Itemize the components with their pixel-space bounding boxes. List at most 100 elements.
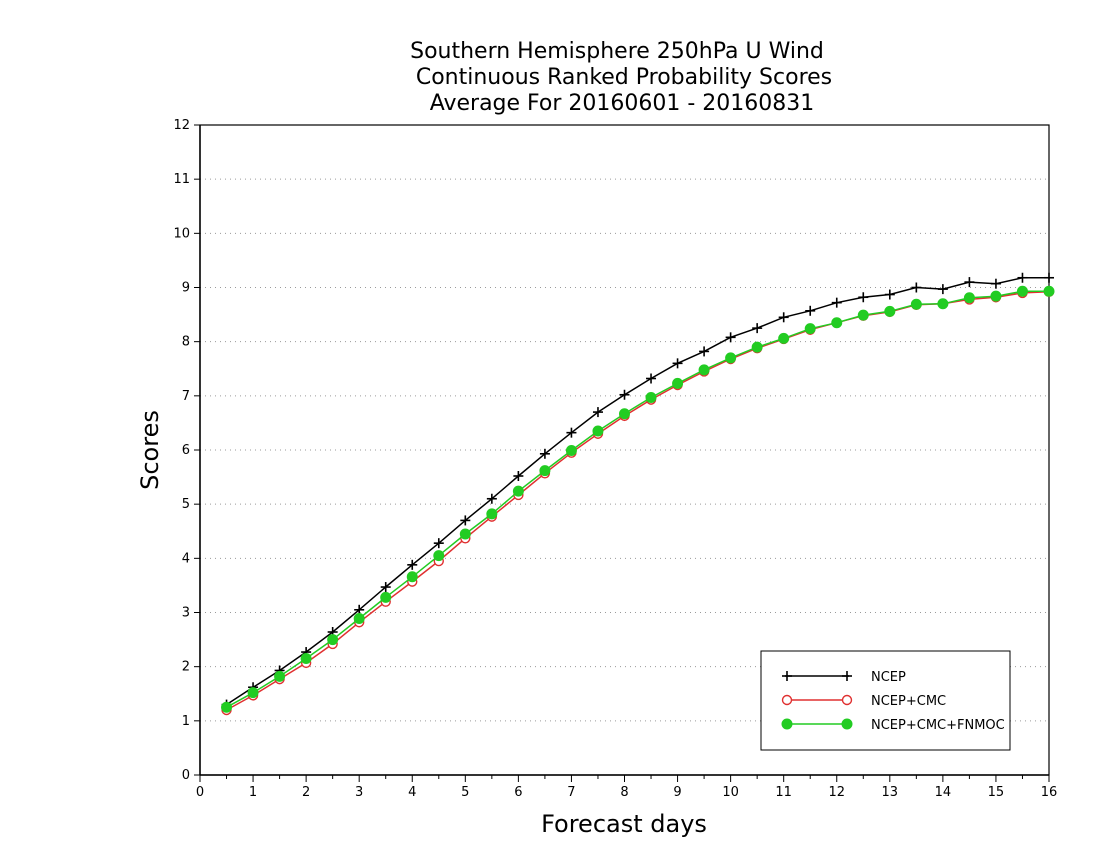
data-point bbox=[486, 508, 498, 520]
data-point bbox=[937, 298, 949, 310]
data-point bbox=[1017, 272, 1028, 283]
data-point bbox=[247, 687, 259, 699]
x-tick-label: 3 bbox=[355, 785, 363, 800]
y-tick-label: 9 bbox=[182, 281, 190, 296]
y-tick-label: 0 bbox=[182, 768, 190, 783]
legend: NCEP NCEP+CMC NCEP+CMC+FNMOC bbox=[760, 650, 1011, 751]
y-axis-title: Scores bbox=[136, 410, 164, 490]
y-tick-label: 11 bbox=[173, 172, 190, 187]
series-line bbox=[226, 291, 1050, 711]
data-point bbox=[858, 292, 869, 303]
data-point bbox=[646, 373, 657, 384]
y-tick-label: 7 bbox=[182, 389, 190, 404]
data-point bbox=[353, 612, 365, 624]
legend-marker bbox=[841, 718, 853, 730]
chart-title: Southern Hemisphere 250hPa U Wind Contin… bbox=[410, 39, 832, 116]
data-point bbox=[433, 550, 445, 562]
legend-label: NCEP+CMC+FNMOC bbox=[871, 718, 1005, 733]
x-tick-label: 14 bbox=[935, 785, 952, 800]
data-point bbox=[672, 377, 684, 389]
legend-marker bbox=[782, 671, 792, 681]
x-axis-title: Forecast days bbox=[541, 810, 707, 838]
data-point bbox=[990, 290, 1002, 302]
x-tick-label: 10 bbox=[722, 785, 739, 800]
series-ncep-cmc-fnmoc bbox=[221, 285, 1055, 713]
data-point bbox=[725, 352, 737, 364]
data-point bbox=[937, 284, 948, 295]
data-point bbox=[512, 485, 524, 497]
data-point bbox=[459, 528, 471, 540]
data-point bbox=[964, 277, 975, 288]
data-point bbox=[778, 332, 790, 344]
title-line-3: Average For 20160601 - 20160831 bbox=[430, 91, 815, 116]
data-point bbox=[805, 305, 816, 316]
data-point bbox=[300, 653, 312, 665]
x-tick-label: 15 bbox=[988, 785, 1005, 800]
data-point bbox=[380, 591, 392, 603]
data-point bbox=[566, 427, 577, 438]
y-tick-label: 4 bbox=[182, 551, 190, 566]
data-point bbox=[274, 670, 286, 682]
data-point bbox=[380, 582, 391, 593]
y-tick-label: 3 bbox=[182, 606, 190, 621]
x-tick-label: 6 bbox=[514, 785, 522, 800]
x-tick-label: 5 bbox=[461, 785, 469, 800]
y-tick-label: 8 bbox=[182, 335, 190, 350]
data-point bbox=[433, 538, 444, 549]
legend-marker bbox=[841, 694, 853, 706]
data-point bbox=[963, 292, 975, 304]
legend-label: NCEP bbox=[871, 670, 906, 685]
series-ncep-cmc bbox=[221, 286, 1055, 716]
data-point bbox=[592, 407, 603, 418]
data-point bbox=[804, 323, 816, 335]
data-point bbox=[1043, 285, 1055, 297]
x-tick-label: 1 bbox=[249, 785, 257, 800]
x-tick-label: 4 bbox=[408, 785, 416, 800]
data-point bbox=[699, 346, 710, 357]
series-ncep bbox=[221, 272, 1054, 710]
x-tick-label: 2 bbox=[302, 785, 310, 800]
x-tick-label: 8 bbox=[620, 785, 628, 800]
x-tick-label: 0 bbox=[196, 785, 204, 800]
x-tick-label: 9 bbox=[673, 785, 681, 800]
data-point bbox=[327, 634, 339, 646]
title-line-2: Continuous Ranked Probability Scores bbox=[416, 65, 832, 90]
y-tick-label: 10 bbox=[173, 226, 190, 241]
data-point bbox=[910, 298, 922, 310]
data-point bbox=[752, 323, 763, 334]
legend-marker bbox=[781, 694, 793, 706]
data-point bbox=[1016, 285, 1028, 297]
legend-entry: NCEP+CMC+FNMOC bbox=[781, 718, 1005, 733]
x-tick-label: 16 bbox=[1041, 785, 1058, 800]
data-point bbox=[592, 425, 604, 437]
data-point bbox=[619, 389, 630, 400]
data-series bbox=[221, 272, 1055, 716]
y-tick-label: 12 bbox=[173, 118, 190, 133]
data-point bbox=[539, 448, 550, 459]
data-point bbox=[698, 364, 710, 376]
y-tick-label: 5 bbox=[182, 497, 190, 512]
legend-label: NCEP+CMC bbox=[871, 694, 946, 709]
data-point bbox=[407, 559, 418, 570]
data-point bbox=[460, 515, 471, 526]
data-point bbox=[911, 282, 922, 293]
data-point bbox=[645, 391, 657, 403]
data-point bbox=[406, 571, 418, 583]
series-line bbox=[226, 290, 1049, 708]
title-line-1: Southern Hemisphere 250hPa U Wind bbox=[410, 39, 824, 64]
data-point bbox=[513, 471, 524, 481]
y-tick-label: 2 bbox=[182, 660, 190, 675]
series-line bbox=[226, 277, 1049, 706]
data-point bbox=[884, 289, 895, 300]
data-point bbox=[751, 341, 763, 353]
legend-marker bbox=[781, 718, 793, 730]
legend-entry: NCEP+CMC bbox=[781, 694, 946, 709]
data-point bbox=[619, 408, 630, 420]
data-point bbox=[486, 493, 497, 504]
data-point bbox=[672, 358, 683, 369]
data-point bbox=[857, 309, 869, 321]
data-point bbox=[1044, 272, 1054, 283]
data-point bbox=[221, 701, 233, 713]
